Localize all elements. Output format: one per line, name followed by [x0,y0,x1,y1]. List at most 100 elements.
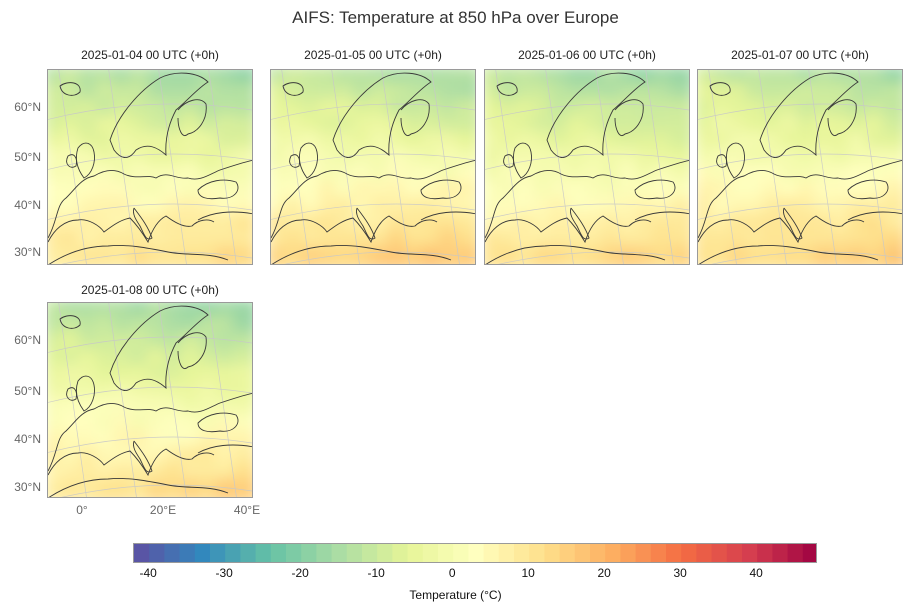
coastline [759,72,859,158]
panel-title: 2025-01-07 00 UTC (+0h) [731,48,869,62]
coastline [48,159,252,239]
coastline [109,305,209,391]
colorbar-bin [711,544,728,562]
lat-label: 50°N [14,384,41,398]
coastline [847,211,902,221]
colorbar-bin [802,544,816,562]
graticule-line [61,484,252,497]
colorbar-bin [301,544,317,562]
panel-title: 2025-01-06 00 UTC (+0h) [518,48,656,62]
coastline [400,99,430,136]
map-panel-1 [47,69,253,265]
coastline [698,159,902,239]
graticule-line [431,70,460,264]
coastline [75,142,95,179]
graticule-line [48,436,252,453]
colorbar-bin [787,544,804,562]
graticule-line [208,70,237,264]
colorbar-bin [514,544,530,562]
coastline [783,207,803,240]
coastline [496,82,518,96]
colorbar-tick-label: 0 [448,566,456,580]
coastline [59,82,81,96]
coastline [48,448,215,477]
coastline [420,211,475,221]
coastline [356,207,376,240]
map-panel-3 [484,69,690,265]
temperature-field-cell [669,245,689,264]
colorbar-bin [179,544,196,562]
graticule-line [331,70,360,264]
graticule-line [698,153,902,170]
colorbar-bin [164,544,181,562]
graticule-line [498,251,689,264]
coastline [485,159,689,239]
colorbar-bin [726,544,743,562]
graticule-line [271,153,475,170]
lon-label: 20°E [149,503,177,517]
colorbar-bin [650,544,667,562]
coastline [420,179,462,200]
coastline [59,315,81,329]
coastline [634,179,676,200]
lat-label: 30°N [14,480,41,494]
coastline [271,245,452,264]
colorbar-bin [529,544,545,562]
colorbar-bin [316,544,333,562]
coastline [48,392,252,472]
colorbar-bin [620,544,637,562]
colorbar-tick-label: -20 [291,566,309,580]
colorbar-bin [225,544,241,562]
coastline [614,99,644,136]
coastline [177,99,207,136]
colorbar-bin [407,544,424,562]
colorbar-bin [240,544,257,562]
lon-label: 0° [76,503,88,517]
coastline [197,412,239,433]
colorbar-bin [438,544,454,562]
colorbar-bin [666,544,682,562]
graticule-line [271,203,475,220]
colorbar-bin [544,544,561,562]
graticule-line [698,103,902,120]
coastline [197,211,252,221]
colorbar-tick-label: -30 [215,566,233,580]
colorbar-bin [194,544,211,562]
coastline [177,332,207,369]
graticule-line [808,70,837,264]
coastline [197,444,252,454]
map-panel-5 [47,302,253,498]
panel-title: 2025-01-08 00 UTC (+0h) [81,283,219,297]
graticule-line [208,303,237,497]
graticule-line [61,251,252,264]
coastline [271,215,438,244]
figure-title: AIFS: Temperature at 850 hPa over Europe [292,8,619,27]
graticule-line [48,336,252,353]
graticule-line [158,70,187,264]
colorbar-bin [498,544,515,562]
graticule-line [48,153,252,170]
coastline [66,154,77,168]
colorbar-bin [468,544,485,562]
lat-label: 60°N [14,333,41,347]
lat-label: 30°N [14,245,41,259]
colorbar-bin [377,544,393,562]
coastline [485,245,666,264]
colorbar-bin [772,544,789,562]
coastline [485,215,652,244]
coastline [698,245,879,264]
coastline [512,142,532,179]
colorbar-bin [422,544,439,562]
graticule-line [485,103,689,120]
lat-label: 40°N [14,432,41,446]
colorbar-bin [346,544,363,562]
coastline [48,245,229,264]
temperature-field-cell [455,245,475,264]
colorbar-tick-label: 30 [673,566,687,580]
map-panel-2 [270,69,476,265]
colorbar-bin [635,544,652,562]
colorbar-bin [453,544,469,562]
colorbar-bin [210,544,226,562]
graticule-line [271,103,475,120]
coastline [827,99,857,136]
